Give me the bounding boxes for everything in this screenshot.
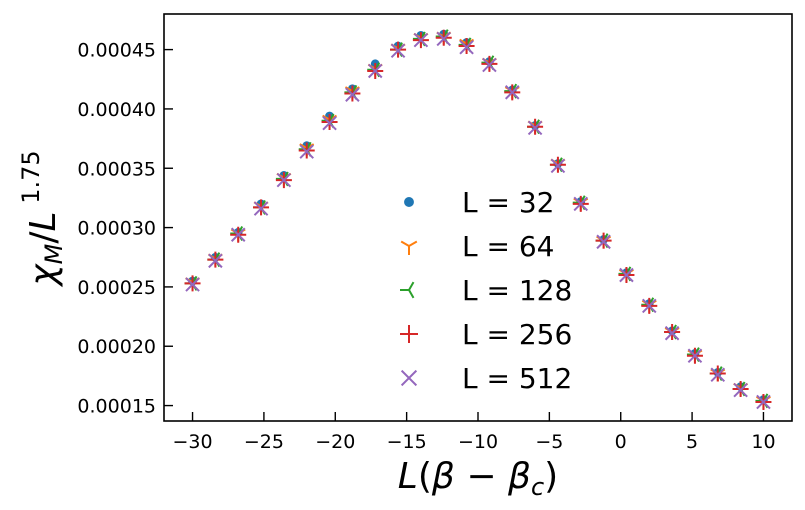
data-point xyxy=(345,87,360,102)
legend-marker xyxy=(404,197,414,207)
data-point xyxy=(687,348,703,364)
data-point xyxy=(276,172,292,188)
y-tick-label: 0.00035 xyxy=(77,158,156,180)
data-point xyxy=(550,158,566,174)
data-point xyxy=(299,144,314,159)
legend-label: L = 256 xyxy=(462,318,572,351)
y-tick-label: 0.00020 xyxy=(77,336,156,358)
data-point xyxy=(230,227,246,242)
series-3 xyxy=(184,29,772,411)
series-1 xyxy=(185,31,771,409)
y-axis-ticks: 0.00015 0.00020 0.00025 0.00030 0.00035 0.000… xyxy=(77,40,173,418)
data-point xyxy=(367,63,383,79)
data-point xyxy=(573,196,589,212)
data-point xyxy=(459,39,474,55)
x-axis-label: L(β − βc) xyxy=(398,456,558,501)
data-point xyxy=(322,115,337,131)
y-tick-label: 0.00025 xyxy=(77,277,156,299)
x-tick-label: −25 xyxy=(244,431,284,453)
data-point xyxy=(390,43,406,59)
data-point xyxy=(413,32,429,48)
y-tick-label: 0.00015 xyxy=(77,396,156,418)
x-tick-label: −15 xyxy=(387,431,427,453)
data-points xyxy=(184,29,772,411)
data-point xyxy=(642,298,657,314)
data-point xyxy=(710,367,726,382)
data-point xyxy=(253,201,269,216)
data-point xyxy=(733,382,748,398)
data-point xyxy=(527,120,543,136)
data-point xyxy=(185,277,200,292)
y-axis-label: χM/L 1.75 xyxy=(17,150,68,287)
x-tick-label: −20 xyxy=(315,431,355,453)
data-point xyxy=(596,234,611,250)
x-tick-label: 0 xyxy=(615,431,627,453)
series-4 xyxy=(185,31,771,410)
data-point xyxy=(436,31,452,47)
x-tick-label: 5 xyxy=(686,431,698,453)
legend-label: L = 128 xyxy=(462,274,572,307)
legend: L = 32 L = 64 L = 128 L = 256 L = 512 xyxy=(400,186,572,395)
data-point xyxy=(482,57,497,73)
legend-label: L = 512 xyxy=(462,362,572,395)
legend-label: L = 32 xyxy=(462,186,555,219)
x-tick-label: −10 xyxy=(458,431,498,453)
plot-frame xyxy=(163,13,793,422)
legend-marker xyxy=(400,325,418,343)
data-point xyxy=(504,85,520,100)
x-tick-label: −5 xyxy=(535,431,563,453)
legend-label: L = 64 xyxy=(462,230,555,263)
x-tick-label: 10 xyxy=(751,431,775,453)
x-tick-label: −30 xyxy=(172,431,212,453)
legend-marker xyxy=(400,369,418,387)
y-tick-label: 0.00030 xyxy=(77,218,156,240)
legend-marker xyxy=(400,240,418,255)
data-point xyxy=(664,325,680,341)
data-point xyxy=(619,267,634,283)
x-axis-ticks: −30 −25 −20 −15 −10 −5 0 5 10 xyxy=(172,412,776,453)
legend-marker xyxy=(400,281,415,299)
data-point xyxy=(756,394,771,410)
y-tick-label: 0.00040 xyxy=(77,99,156,121)
data-point xyxy=(208,253,223,269)
y-tick-label: 0.00045 xyxy=(77,40,156,62)
